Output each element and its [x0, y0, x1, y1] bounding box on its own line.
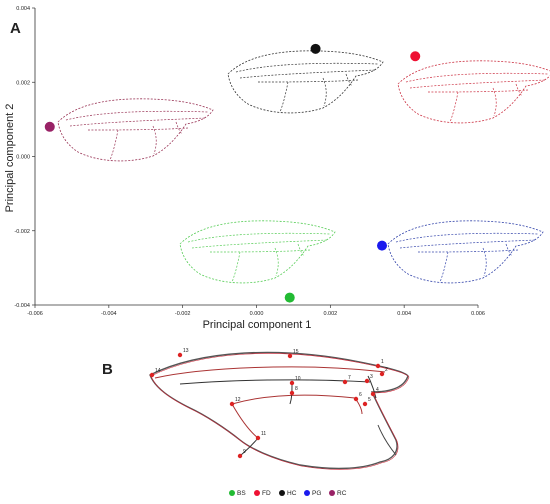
- y-axis-label: Principal component 2: [4, 104, 16, 213]
- landmark-label: 7: [348, 375, 351, 381]
- x-axis-label: Principal component 1: [203, 319, 312, 331]
- y-tick-label: 0.000: [16, 155, 30, 161]
- x-tick-label: -0.006: [27, 311, 43, 317]
- wing-shape-rc: [57, 98, 214, 162]
- consensus-wing: [149, 351, 410, 470]
- x-tick-label: -0.002: [175, 311, 191, 317]
- point-fd: [410, 51, 421, 62]
- legend-label: FD: [262, 490, 271, 497]
- wing-shape-hc: [227, 50, 384, 114]
- scatter-points: [44, 43, 421, 303]
- landmark-point: [289, 380, 295, 386]
- landmark-label: 10: [295, 376, 301, 382]
- x-tick-label: 0.000: [250, 311, 264, 317]
- landmark-point: [353, 396, 359, 402]
- landmark-label: 2: [385, 367, 388, 373]
- point-pg: [377, 240, 388, 251]
- landmark-point: [379, 371, 385, 377]
- landmark-point: [149, 372, 155, 378]
- y-tick-label: -0.004: [14, 303, 30, 309]
- legend-marker-pg: [304, 490, 310, 496]
- legend-marker-hc: [279, 490, 285, 496]
- y-tick-label: 0.004: [16, 6, 30, 12]
- landmark-point: [237, 453, 243, 459]
- legend-label: BS: [237, 490, 246, 497]
- y-tick-label: 0.002: [16, 80, 30, 86]
- x-tick-label: -0.004: [101, 311, 117, 317]
- landmark-point: [364, 378, 370, 384]
- landmark-label: 6: [359, 392, 362, 398]
- x-tick-label: 0.006: [471, 311, 485, 317]
- x-tick-label: 0.002: [323, 311, 337, 317]
- landmark-point: [255, 435, 261, 441]
- landmark-label: 11: [261, 431, 266, 437]
- legend-label: RC: [337, 490, 347, 497]
- wing-shape-group: [57, 50, 550, 284]
- landmark-point: [229, 401, 235, 407]
- landmark-point: [370, 391, 376, 397]
- landmark-point: [177, 352, 183, 358]
- landmark-point: [342, 379, 348, 385]
- landmark-label: 13: [183, 348, 189, 354]
- landmark-point: [375, 363, 381, 369]
- landmark-label: 1: [381, 359, 384, 365]
- landmark-label: 14: [155, 368, 161, 374]
- landmark-label: 3: [370, 374, 373, 380]
- panel-b-label: B: [102, 361, 113, 378]
- point-bs: [284, 292, 295, 303]
- landmark-label: 8: [295, 386, 298, 392]
- wing-shape-pg: [387, 220, 544, 284]
- wing-shape-bs: [179, 220, 336, 284]
- landmark-label: 4: [376, 387, 379, 393]
- y-tick-label: -0.002: [14, 229, 30, 235]
- legend-marker-fd: [254, 490, 260, 496]
- landmark-point: [287, 353, 293, 359]
- legend-marker-rc: [329, 490, 335, 496]
- landmark-label: 9: [243, 449, 246, 455]
- landmark-label: 15: [293, 349, 299, 355]
- panel-a-label: A: [10, 20, 21, 37]
- legend: BS FD HC PG RC: [229, 490, 347, 497]
- point-rc: [44, 121, 55, 132]
- landmark-point: [362, 401, 368, 407]
- point-hc: [310, 43, 321, 54]
- legend-label: PG: [312, 490, 321, 497]
- landmark-point: [289, 390, 295, 396]
- legend-marker-bs: [229, 490, 235, 496]
- landmark-label: 12: [235, 397, 241, 403]
- scatter-axes: -0.006 -0.004 -0.002 0.000 0.002 0.004 0.006 -0…: [14, 6, 484, 317]
- landmark-label: 5: [368, 397, 371, 403]
- wing-shape-fd: [397, 60, 550, 124]
- x-tick-label: 0.004: [397, 311, 411, 317]
- panel-a: A -0.006 -0.004 -0.002 0.000 0.002 0.004 0.006…: [4, 6, 550, 331]
- legend-label: HC: [287, 490, 297, 497]
